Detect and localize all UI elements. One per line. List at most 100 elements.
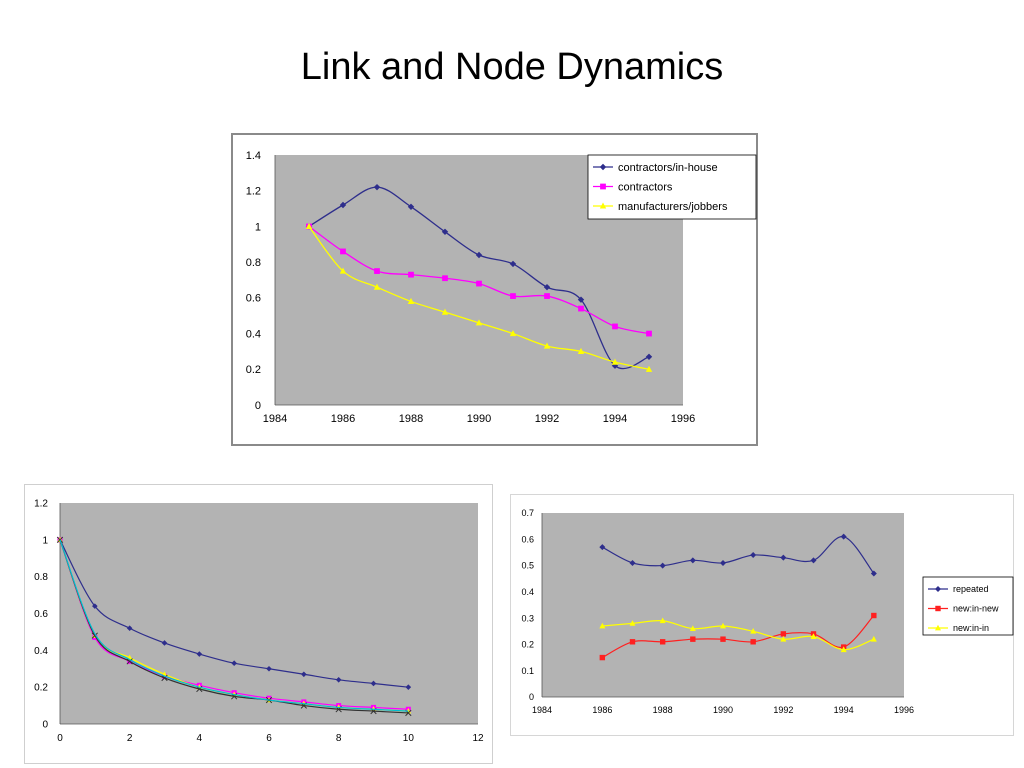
data-point [475,251,483,259]
data-point [339,201,347,209]
data-point [543,283,551,291]
data-point [407,203,415,210]
data-point [301,671,307,678]
data-point [441,308,449,315]
data-point [476,280,482,287]
y-tick-label: 1 [255,221,261,233]
y-tick-label: 0.6 [521,534,534,544]
data-point [870,635,877,642]
x-tick-label: 1986 [331,413,355,425]
y-tick-label: 0.5 [521,561,534,571]
legend-marker [599,202,607,209]
x-tick-label: 1996 [671,413,695,425]
data-point [126,625,133,632]
chart-link-types: 0 0.1 0.2 0.3 0.4 0.5 0.6 0.7 1984 1986 1988 1990 19… [510,494,1014,736]
y-tick-label: 0.4 [521,587,534,597]
series-line [59,539,409,714]
data-point [340,248,346,255]
x-tick-label: 1990 [713,705,733,715]
data-point [441,228,449,235]
data-point [92,603,98,609]
data-point [646,330,652,337]
y-tick-label: 0.6 [34,609,48,620]
data-point [407,297,415,304]
legend-label: repeated [953,584,989,594]
data-point [599,544,606,551]
y-tick-label: 1.2 [34,499,48,510]
data-point [305,222,313,229]
data-point [543,342,551,349]
y-tick-label: 0.6 [246,293,261,305]
page-title: Link and Node Dynamics [300,46,724,88]
data-point [56,536,64,543]
chart-svg: 0 0.2 0.4 0.6 0.8 1 1.2 0 2 4 6 8 10 12 [34,499,484,745]
y-tick-label: 1 [42,535,48,546]
chart-svg: 0 0.2 0.4 0.6 0.8 1 1.2 1.4 1984 1986 1988 1990 1992… [246,150,757,425]
data-point [599,622,606,629]
data-point [578,305,584,312]
plot-area [60,503,478,724]
series-line [602,615,875,659]
y-tick-label: 0.2 [34,683,48,694]
legend-box [587,154,757,220]
x-tick-label: 10 [403,733,415,744]
series-line [602,619,875,651]
chart-decay-curves: 0 0.2 0.4 0.6 0.8 1 1.2 0 2 4 6 8 10 12 [24,484,493,764]
data-point [720,622,726,629]
x-tick-label: 1990 [467,413,491,425]
data-point [599,654,606,661]
y-tick-label: 1.4 [246,150,261,162]
legend-marker [935,605,941,612]
x-tick-label: 6 [266,733,272,744]
x-tick-label: 1988 [653,705,673,715]
y-tick-label: 0.8 [34,572,48,583]
data-point [611,358,619,365]
data-point [544,293,550,299]
x-tick-label: 1994 [603,413,627,425]
data-point [870,570,877,577]
data-point [335,677,342,683]
data-point [161,674,168,682]
x-tick-label: 1988 [399,413,423,425]
y-tick-label: 1.2 [246,186,261,198]
data-point [659,617,666,624]
data-point [750,552,757,559]
data-point [780,554,787,561]
y-tick-label: 0 [42,720,48,731]
data-point [339,267,347,274]
x-tick-label: 1984 [263,413,287,425]
data-point [475,319,483,326]
legend-marker [935,624,941,631]
data-point [871,612,877,619]
data-point [577,347,585,354]
data-point [231,660,237,667]
y-tick-label: 0.1 [521,666,534,676]
data-point [612,323,618,330]
data-point [645,353,653,360]
y-tick-label: 0.8 [246,257,261,269]
series-line [59,539,409,712]
legend-marker [600,183,606,190]
data-point [750,627,757,634]
data-point [750,639,756,645]
data-point [196,651,203,657]
x-tick-label: 1992 [535,413,559,425]
data-point [720,559,726,566]
data-point [840,646,847,653]
data-point [645,365,653,372]
data-point [659,562,666,569]
data-point [780,631,787,637]
data-point [629,639,636,645]
data-point [405,684,412,690]
data-point [720,636,726,642]
data-point [510,293,516,299]
data-point [690,636,696,642]
series-line [602,536,875,574]
y-tick-label: 0.4 [246,328,261,340]
y-tick-label: 0 [255,400,261,412]
x-tick-label: 0 [57,733,63,744]
data-point [810,557,817,564]
chart-contractors-trend: 0 0.2 0.4 0.6 0.8 1 1.2 1.4 1984 1986 1988 1990 1992… [231,133,758,446]
data-point [370,680,377,687]
legend-label: new:in-in [953,623,989,633]
